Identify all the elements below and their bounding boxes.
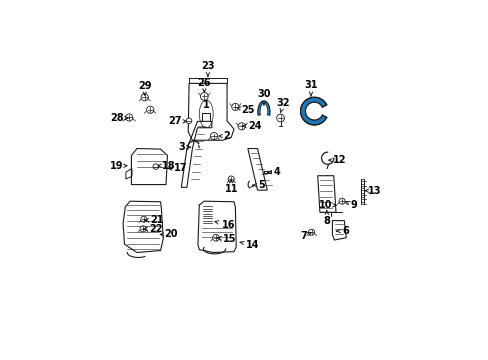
Text: 32: 32 bbox=[276, 98, 289, 113]
Circle shape bbox=[140, 226, 146, 232]
Text: 19: 19 bbox=[109, 161, 127, 171]
Text: 29: 29 bbox=[138, 81, 151, 95]
Text: 27: 27 bbox=[168, 116, 186, 126]
Text: 4: 4 bbox=[267, 167, 280, 177]
Text: 11: 11 bbox=[224, 180, 238, 194]
Circle shape bbox=[238, 123, 245, 130]
Text: 16: 16 bbox=[215, 220, 235, 230]
Circle shape bbox=[231, 103, 239, 111]
Text: 15: 15 bbox=[217, 234, 236, 244]
Circle shape bbox=[141, 216, 146, 222]
Text: 8: 8 bbox=[323, 211, 329, 226]
Text: 12: 12 bbox=[328, 155, 346, 165]
Text: 6: 6 bbox=[336, 226, 348, 236]
Text: 26: 26 bbox=[197, 77, 211, 92]
Text: 24: 24 bbox=[242, 121, 261, 131]
Circle shape bbox=[153, 164, 158, 169]
Text: 25: 25 bbox=[236, 105, 255, 115]
Circle shape bbox=[200, 93, 208, 100]
Text: 28: 28 bbox=[110, 113, 128, 123]
Polygon shape bbox=[260, 104, 267, 114]
Circle shape bbox=[276, 114, 284, 122]
Text: 1: 1 bbox=[203, 100, 209, 110]
Text: 21: 21 bbox=[144, 215, 163, 225]
Text: 10: 10 bbox=[318, 201, 335, 210]
Text: 3: 3 bbox=[178, 142, 190, 152]
Text: 20: 20 bbox=[160, 229, 178, 239]
Text: 31: 31 bbox=[304, 80, 317, 96]
Text: 30: 30 bbox=[257, 89, 270, 105]
Text: 18: 18 bbox=[158, 161, 175, 171]
Circle shape bbox=[146, 106, 154, 113]
Circle shape bbox=[210, 132, 217, 140]
Circle shape bbox=[212, 234, 219, 241]
Text: 17: 17 bbox=[167, 163, 187, 174]
Circle shape bbox=[186, 118, 191, 123]
Text: 14: 14 bbox=[240, 240, 259, 250]
Polygon shape bbox=[300, 97, 326, 125]
Circle shape bbox=[228, 176, 234, 182]
Circle shape bbox=[338, 198, 345, 204]
Circle shape bbox=[141, 94, 148, 101]
Text: 9: 9 bbox=[345, 201, 357, 210]
Circle shape bbox=[308, 229, 314, 235]
Circle shape bbox=[125, 114, 133, 121]
Text: 2: 2 bbox=[219, 131, 229, 141]
Text: 22: 22 bbox=[143, 224, 163, 234]
Text: 13: 13 bbox=[365, 186, 381, 196]
Polygon shape bbox=[305, 102, 322, 120]
Text: 5: 5 bbox=[252, 180, 264, 190]
Polygon shape bbox=[257, 101, 269, 115]
Text: 23: 23 bbox=[201, 61, 214, 77]
Text: 7: 7 bbox=[300, 231, 310, 241]
